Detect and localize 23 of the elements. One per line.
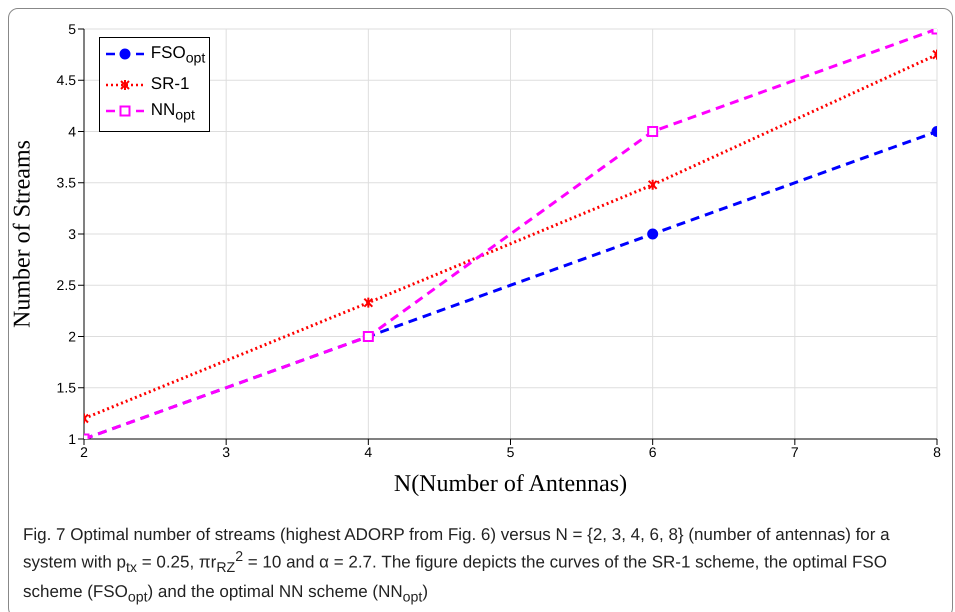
y-tick-label: 1 [68,430,76,447]
legend-label: SR-1 [150,74,190,94]
y-tick-label: 3 [68,226,76,242]
x-tick-label: 7 [790,444,799,460]
text: Fig. 7 Optimal number of streams (highest ADORP from Fig. 6) versus N = {2, 3, 4, 6, 8} (number of antennas) for a system with p$_{tx}$ = 0.25, πr$_{RZ}$$^{2}$ = 10 and α = 2.7. The figure depicts the curves of the SR-1 scheme, the optimal FSO scheme (FSO$_{opt}$) and the optimal NN scheme (NN$_{opt}$) [23,525,890,606]
x-tick-label: 6 [648,444,657,460]
x-tick-label: 5 [506,444,515,460]
y-tick-label: 1.5 [56,380,76,396]
x-tick-label: 4 [364,444,372,460]
y-tick-label: 2 [68,328,76,344]
y-axis-title: Number of Streams [10,140,36,328]
y-tick-label: 2.5 [56,277,76,294]
x-tick-label: 3 [222,444,230,460]
y-tick-label: 4 [68,123,76,140]
point [647,126,658,137]
y-tick-label: 5 [68,20,76,37]
y-tick-label: 3.5 [56,174,76,191]
x-axis-title: N(Number of Antennas) [394,471,628,497]
x-tick-label: 8 [933,444,942,460]
x-tick-label: 2 [80,444,88,460]
y-tick-label: 4.5 [56,72,76,88]
legend-label: NN$_{opt}$ [150,100,195,124]
legend-label: FSO$_{opt}$ [150,43,206,66]
